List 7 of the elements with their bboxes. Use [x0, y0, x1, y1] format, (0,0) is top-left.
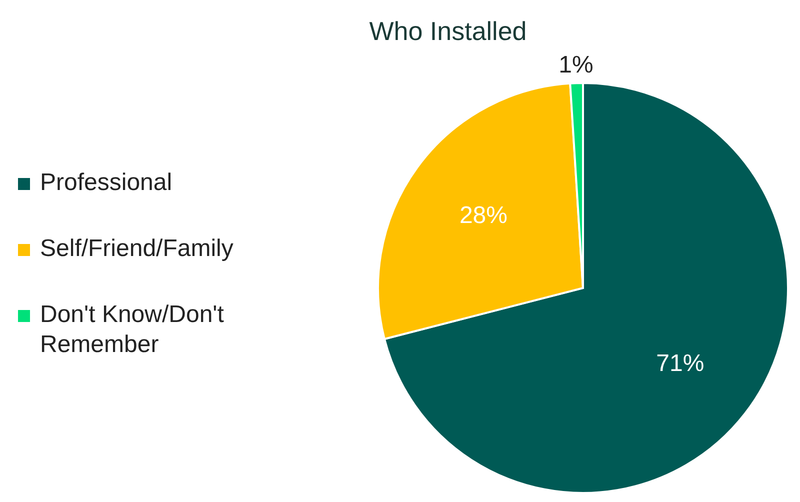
data-label: 71% [656, 350, 704, 377]
chart-title: Who Installed [368, 16, 528, 47]
legend-label: Professional [40, 168, 174, 198]
data-label: 1% [558, 52, 594, 79]
data-label: 28% [459, 202, 508, 230]
legend-label: Self/Friend/Family [40, 234, 234, 264]
legend-label: Don't Know/Don't Remember [40, 300, 225, 360]
